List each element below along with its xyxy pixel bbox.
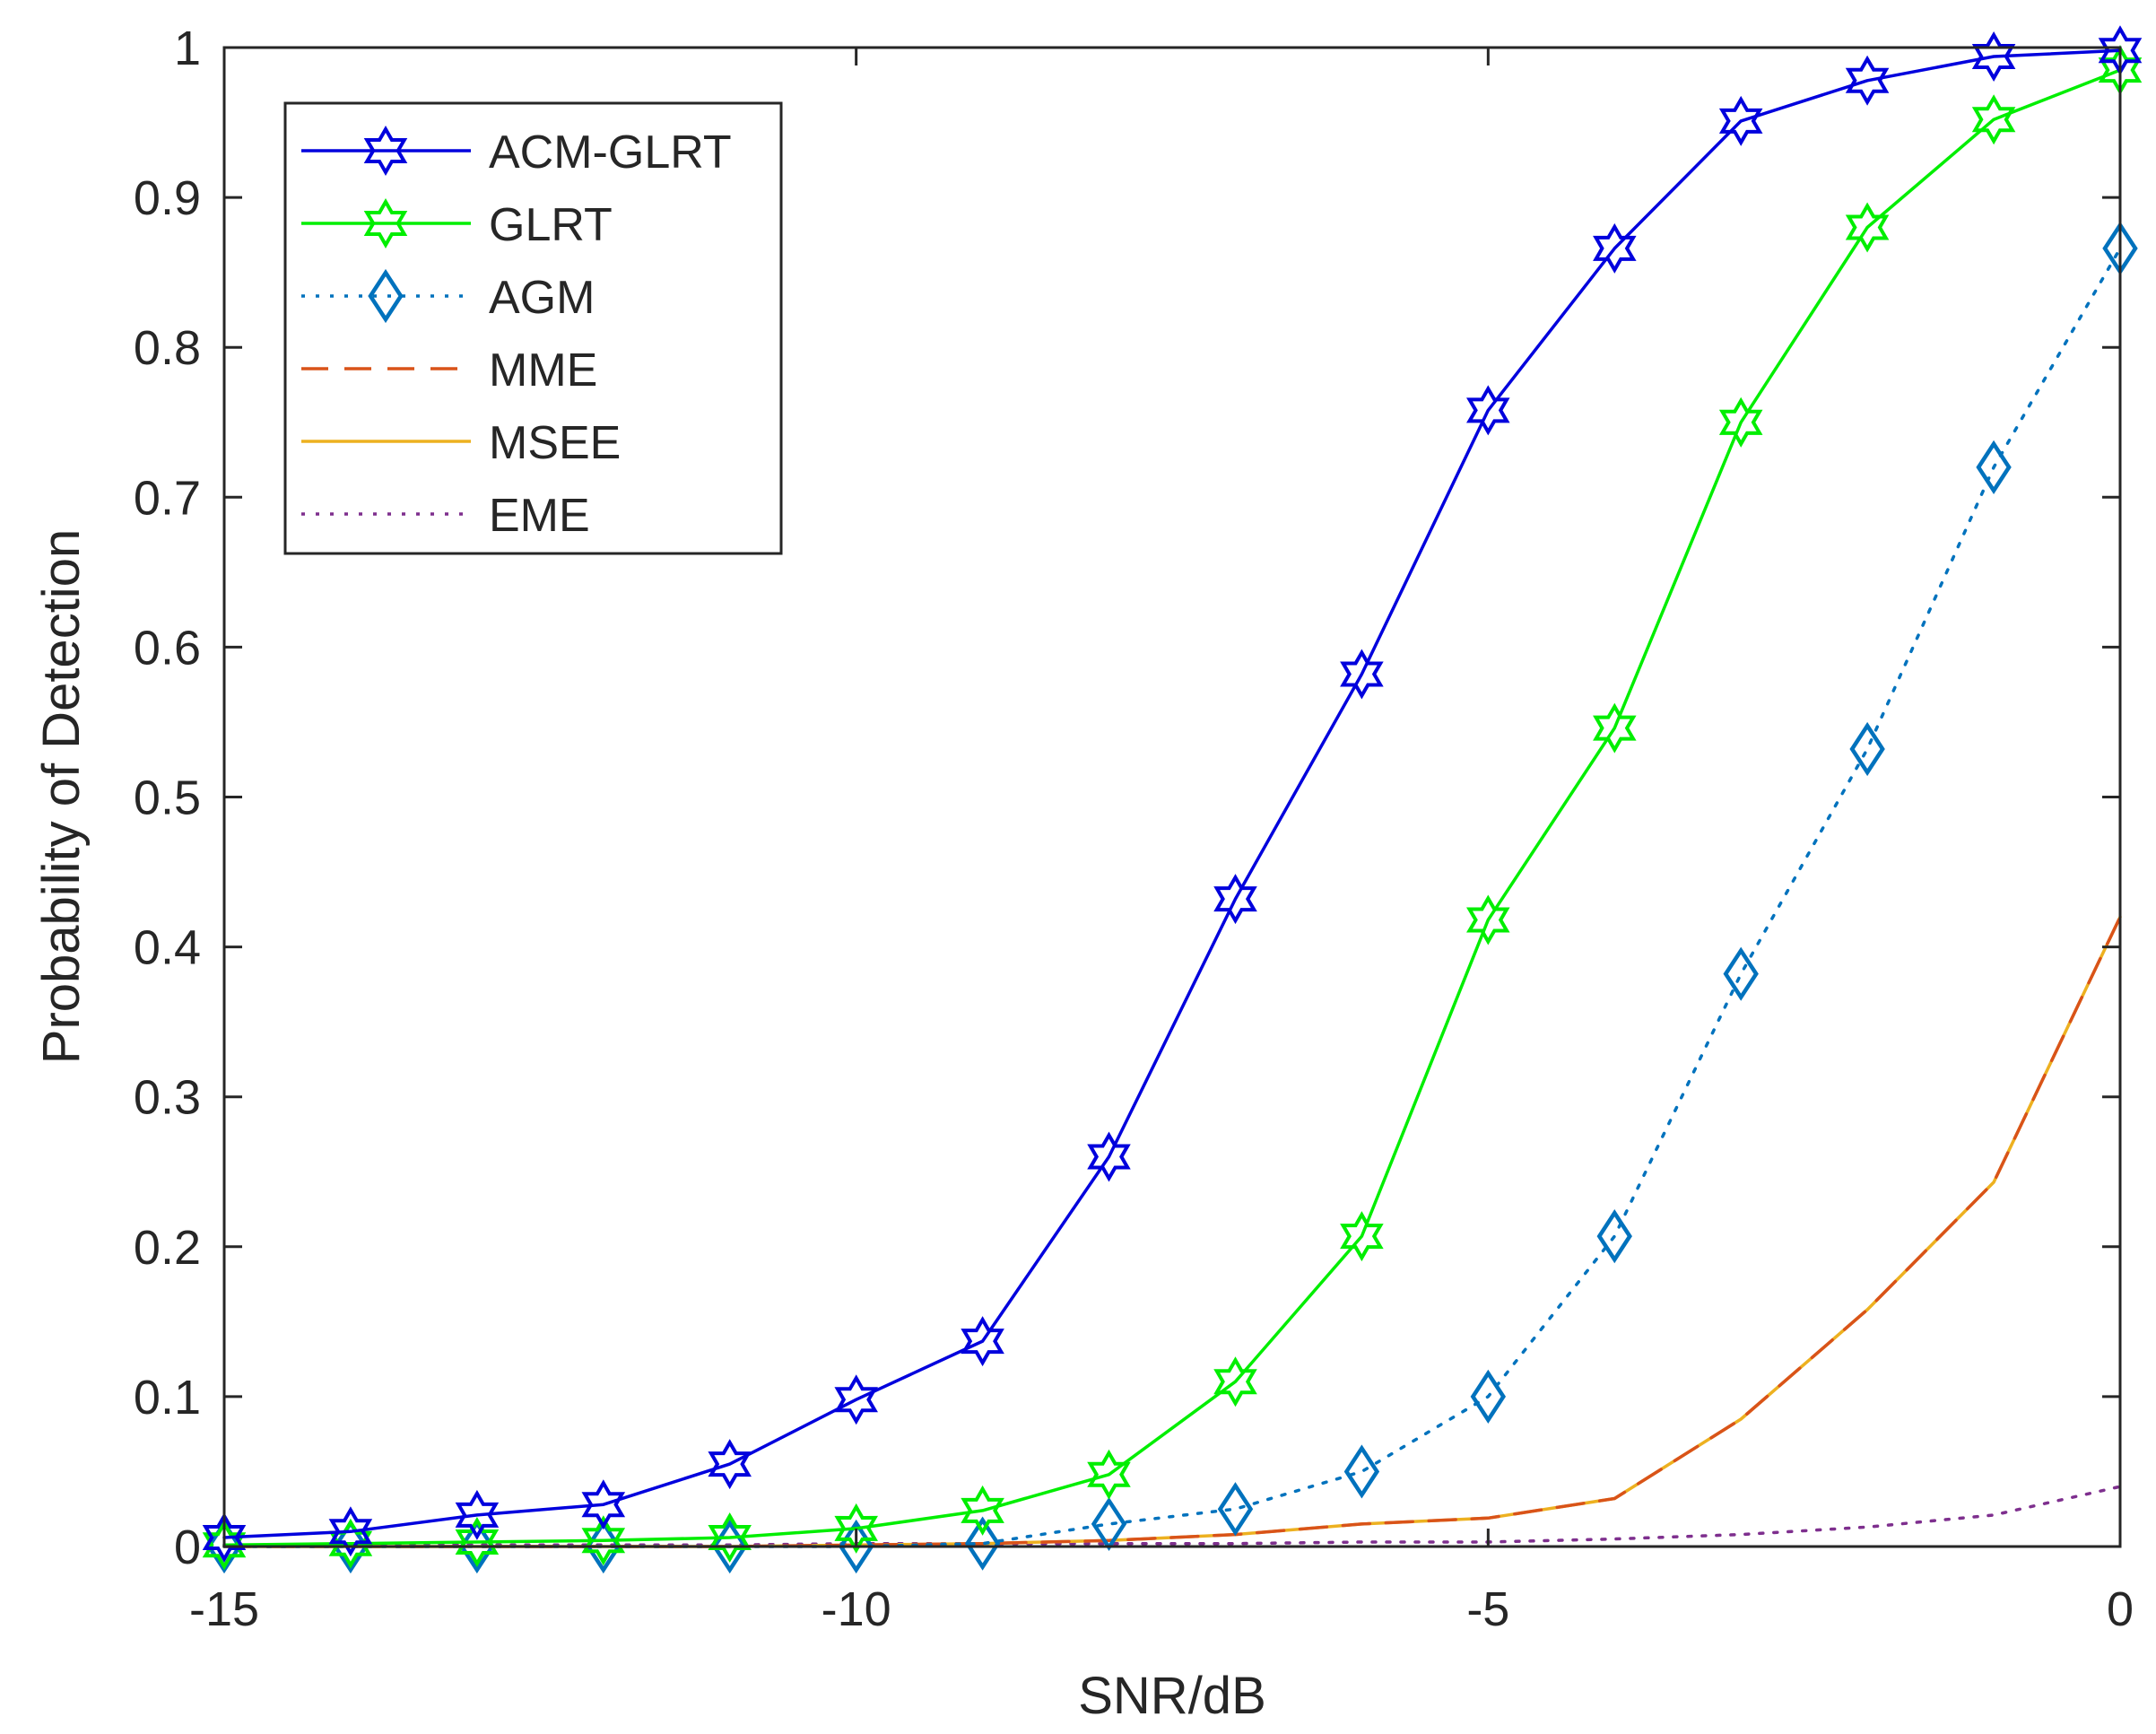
data-point-acm-glrt	[1718, 95, 1763, 146]
data-point-acm-glrt	[202, 1512, 247, 1564]
data-point-glrt	[581, 1515, 626, 1566]
y-tick-label: 0	[174, 1521, 201, 1574]
legend-item-eme: EME	[301, 490, 590, 542]
data-point-acm-glrt	[328, 1506, 373, 1557]
series-line-glrt	[222, 68, 2122, 1547]
data-point-acm-glrt	[1971, 31, 2016, 82]
legend-box	[283, 101, 783, 555]
y-tick-label: 0.2	[134, 1221, 201, 1275]
data-point-agm	[964, 1516, 1001, 1571]
data-point-agm	[1217, 1482, 1254, 1537]
data-point-acm-glrt	[1593, 222, 1637, 274]
legend-item-glrt: GLRT	[301, 197, 613, 251]
x-tick-label: -5	[1466, 1582, 1509, 1636]
data-point-glrt	[708, 1512, 752, 1563]
series-acm-glrt	[202, 25, 2143, 1564]
data-point-glrt	[1087, 1449, 1131, 1500]
x-axis-label: SNR/dB	[1078, 1667, 1266, 1725]
data-point-acm-glrt	[581, 1479, 626, 1530]
y-tick-label: 0.7	[134, 471, 201, 525]
data-point-glrt	[1971, 94, 2016, 145]
legend-label: AGM	[489, 272, 595, 324]
data-point-acm-glrt	[1340, 649, 1384, 700]
series-line-acm-glrt	[222, 48, 2122, 1539]
data-point-glrt	[1718, 396, 1763, 448]
data-point-acm-glrt	[834, 1374, 878, 1425]
data-point-glrt	[1845, 202, 1890, 253]
y-tick-label: 0.4	[134, 921, 201, 975]
y-tick-label: 0.9	[134, 171, 201, 225]
legend-item-acm-glrt: ACM-GLRT	[301, 125, 732, 179]
legend-label: MSEE	[489, 417, 621, 469]
legend-label: GLRT	[489, 199, 613, 251]
data-point-glrt	[455, 1517, 500, 1567]
y-tick-label: 0.1	[134, 1371, 201, 1425]
y-tick-label: 1	[174, 22, 201, 75]
data-point-glrt	[961, 1485, 1004, 1536]
data-point-glrt	[1466, 894, 1510, 945]
legend-item-msee: MSEE	[301, 417, 621, 469]
x-tick-label: 0	[2107, 1582, 2134, 1636]
data-point-agm	[333, 1519, 369, 1574]
legend-item-agm: AGM	[301, 268, 595, 324]
legend-item-mme: MME	[301, 344, 597, 396]
data-point-glrt	[834, 1503, 878, 1554]
data-point-agm	[1596, 1208, 1632, 1264]
legend-label: EME	[489, 490, 590, 542]
ticks-layer: -15 -10 -5 0 0 0.1 0.2 0.3 0.4 0.5 0.6 0.7 0.8 0.9 1	[134, 22, 2134, 1636]
data-point-agm	[459, 1519, 495, 1574]
data-point-acm-glrt	[708, 1439, 752, 1490]
data-point-agm	[1723, 946, 1759, 1001]
data-point-acm-glrt	[1845, 55, 1890, 106]
x-tick-label: -15	[189, 1582, 259, 1636]
data-point-agm	[1976, 440, 2012, 494]
y-tick-label: 0.6	[134, 621, 201, 675]
y-tick-label: 0.5	[134, 771, 201, 825]
legend-label: MME	[489, 344, 597, 396]
legend-marker	[368, 268, 404, 324]
legend: ACM-GLRT GLRT AGM MME MSEE EME	[283, 101, 783, 555]
data-point-glrt	[202, 1520, 247, 1571]
data-point-glrt	[1593, 702, 1637, 754]
data-point-agm	[1343, 1444, 1380, 1499]
data-point-glrt	[1340, 1211, 1384, 1262]
y-axis-label: Probability of Detection	[32, 529, 91, 1064]
legend-marker	[363, 125, 408, 177]
data-point-agm	[1849, 721, 1885, 777]
data-point-acm-glrt	[1213, 874, 1257, 925]
data-point-agm	[1470, 1369, 1507, 1425]
y-tick-label: 0.3	[134, 1071, 201, 1125]
y-tick-label: 0.8	[134, 321, 201, 375]
data-point-acm-glrt	[455, 1489, 500, 1540]
data-point-acm-glrt	[961, 1316, 1004, 1367]
legend-marker	[363, 197, 408, 249]
data-point-acm-glrt	[1087, 1131, 1131, 1182]
data-point-glrt	[1213, 1356, 1257, 1407]
legend-label: ACM-GLRT	[489, 126, 732, 179]
x-tick-label: -10	[822, 1582, 891, 1636]
data-point-acm-glrt	[1466, 385, 1510, 436]
